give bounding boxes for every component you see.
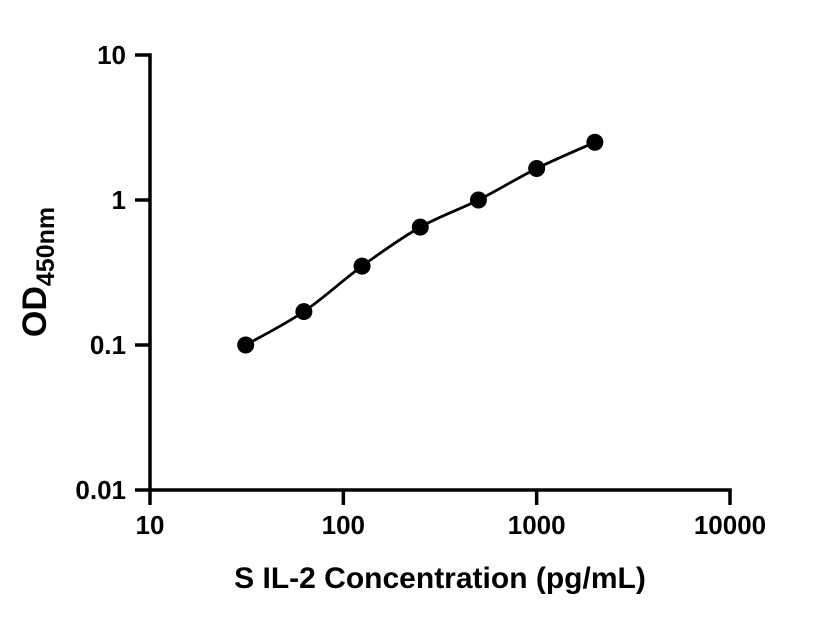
y-axis-title-subscript: 450nm bbox=[32, 207, 60, 286]
y-tick-label: 1 bbox=[112, 185, 126, 215]
data-point bbox=[528, 159, 546, 177]
x-tick-label: 10 bbox=[136, 510, 165, 540]
x-tick-label: 10000 bbox=[694, 510, 766, 540]
data-point bbox=[237, 336, 255, 354]
y-tick-label: 10 bbox=[97, 40, 126, 70]
y-axis-title: OD450nm bbox=[16, 207, 60, 337]
plot-area: 10 100 1000 10000 0.01 0.1 1 10 bbox=[75, 40, 766, 540]
y-tick-label: 0.01 bbox=[75, 475, 126, 505]
y-axis-title-main: OD bbox=[16, 286, 54, 337]
data-point bbox=[586, 133, 604, 151]
x-tick-label: 1000 bbox=[508, 510, 566, 540]
y-tick-label: 0.1 bbox=[90, 330, 126, 360]
x-tick-label: 100 bbox=[322, 510, 365, 540]
data-point bbox=[469, 191, 487, 209]
data-point bbox=[411, 218, 429, 236]
data-point bbox=[353, 257, 371, 275]
x-axis-title: S IL-2 Concentration (pg/mL) bbox=[234, 562, 646, 595]
data-point bbox=[295, 303, 313, 321]
